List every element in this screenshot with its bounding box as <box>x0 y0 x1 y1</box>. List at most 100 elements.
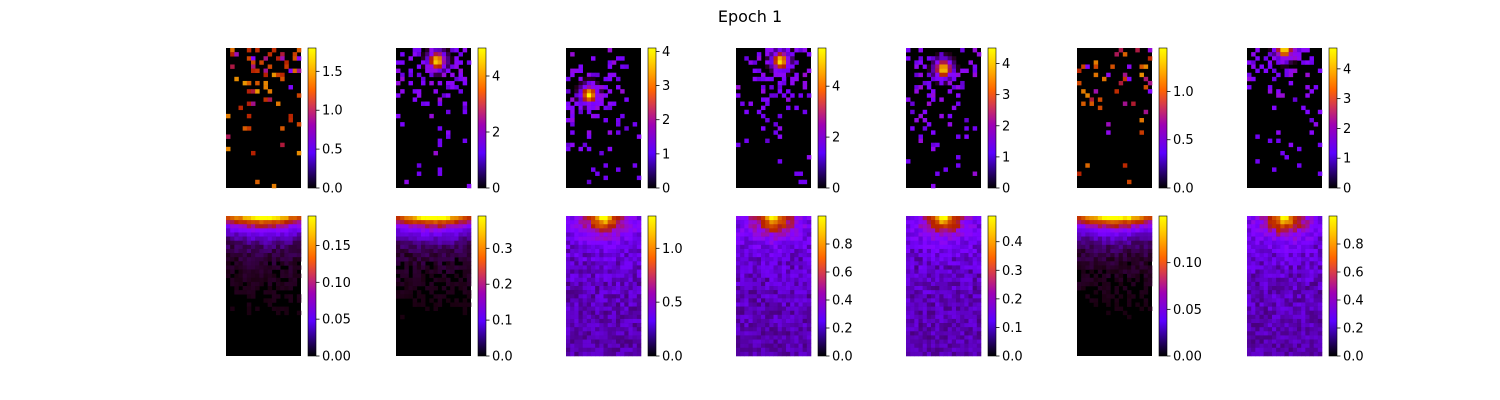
heatmap-cell <box>595 286 600 291</box>
heatmap-cell <box>607 306 613 312</box>
heatmap-cell <box>408 244 413 250</box>
heatmap-cell <box>1313 220 1319 225</box>
heatmap-cell <box>761 216 766 221</box>
heatmap-cell <box>910 298 915 303</box>
heatmap-cell <box>1284 253 1289 258</box>
heatmap-cell <box>416 236 422 242</box>
heatmap-cell <box>964 118 969 123</box>
heatmap-cell <box>603 244 608 250</box>
heatmap-cell <box>433 224 438 229</box>
heatmap-cell <box>956 265 961 270</box>
heatmap-cell <box>748 277 753 283</box>
heatmap-cell <box>582 224 588 229</box>
heatmap-cell <box>441 56 447 61</box>
heatmap-cell <box>773 244 778 250</box>
heatmap-cell <box>906 290 911 295</box>
heatmap-cell <box>450 236 455 242</box>
heatmap-cell <box>939 273 944 279</box>
heatmap-cell <box>777 331 783 336</box>
heatmap-cell <box>1280 327 1285 332</box>
heatmap-cell <box>636 306 642 312</box>
heatmap-cell <box>425 64 430 69</box>
heatmap-cell <box>794 335 799 340</box>
heatmap-cell <box>446 216 451 221</box>
heatmap-cell <box>450 281 455 287</box>
heatmap-cell <box>1309 331 1314 336</box>
heatmap-cell <box>566 240 571 246</box>
heatmap-cell <box>238 216 243 221</box>
heatmap-cell <box>748 347 753 353</box>
heatmap-cell <box>466 232 472 237</box>
heatmap-cell <box>1313 122 1319 127</box>
heatmap-cell <box>271 294 277 299</box>
heatmap-cell <box>769 76 774 82</box>
heatmap-cell <box>1288 331 1294 336</box>
heatmap-cell <box>976 277 982 283</box>
heatmap-cell <box>599 101 604 106</box>
heatmap-cell <box>943 60 948 65</box>
heatmap-cell <box>922 290 928 295</box>
heatmap-cell <box>943 236 948 242</box>
heatmap-cell <box>1288 52 1294 57</box>
heatmap-cell <box>769 335 774 340</box>
heatmap-cell <box>806 236 812 242</box>
heatmap-cell <box>570 228 575 233</box>
heatmap-cell <box>1127 64 1132 69</box>
heatmap-cell <box>1089 240 1094 246</box>
heatmap-cell <box>947 269 953 274</box>
heatmap-cell <box>943 343 948 349</box>
heatmap-cell <box>947 314 953 320</box>
heatmap-cell <box>1267 244 1273 250</box>
heatmap-cell <box>624 335 629 340</box>
heatmap-cell <box>1313 327 1319 332</box>
heatmap-cell <box>1085 240 1090 246</box>
heatmap-cell <box>1317 343 1323 349</box>
heatmap-cell <box>1272 253 1277 258</box>
heatmap-cell <box>1301 323 1306 328</box>
heatmap-cell <box>234 244 239 250</box>
heatmap-cell <box>242 126 248 131</box>
heatmap-cell <box>276 248 281 254</box>
heatmap-cell <box>765 294 770 299</box>
heatmap-cell <box>1131 253 1136 258</box>
heatmap-cell <box>951 331 957 336</box>
heatmap-cell <box>566 265 571 270</box>
heatmap-cell <box>1305 277 1310 283</box>
heatmap-cell <box>960 224 965 229</box>
heatmap-cell <box>632 265 638 270</box>
heatmap-cell <box>1139 64 1144 69</box>
heatmap-cell <box>790 52 795 57</box>
heatmap-cell <box>566 290 571 295</box>
heatmap-cell <box>931 64 936 69</box>
heatmap-cell <box>756 323 762 328</box>
heatmap-cell <box>1110 294 1115 299</box>
heatmap-cell <box>1288 286 1294 291</box>
heatmap-cell <box>1118 248 1124 254</box>
heatmap-cell <box>616 294 621 299</box>
heatmap-cell <box>288 224 293 229</box>
heatmap-cell <box>1297 236 1302 242</box>
heatmap-cell <box>570 323 575 328</box>
heatmap-cell <box>607 290 613 295</box>
heatmap-cell <box>781 290 787 295</box>
heatmap-cell <box>574 273 579 279</box>
heatmap-cell <box>1089 253 1094 258</box>
heatmap-cell <box>251 281 256 287</box>
heatmap-cell <box>765 48 770 53</box>
heatmap-cell <box>769 290 774 295</box>
heatmap-cell <box>611 281 617 287</box>
heatmap-cell <box>611 257 617 262</box>
heatmap-cell <box>943 257 948 262</box>
heatmap-cell <box>786 298 791 303</box>
heatmap-cell <box>914 290 919 295</box>
heatmap-cell <box>591 257 596 262</box>
heatmap-cell <box>466 240 472 246</box>
heatmap-cell <box>922 248 928 254</box>
heatmap-cell <box>591 97 596 102</box>
heatmap-cell <box>744 273 749 279</box>
heatmap-cell <box>1255 294 1260 299</box>
heatmap-cell <box>976 286 982 291</box>
heatmap-cell <box>238 236 243 242</box>
colorbar-gradient <box>307 47 317 189</box>
heatmap-cell <box>1288 273 1294 279</box>
